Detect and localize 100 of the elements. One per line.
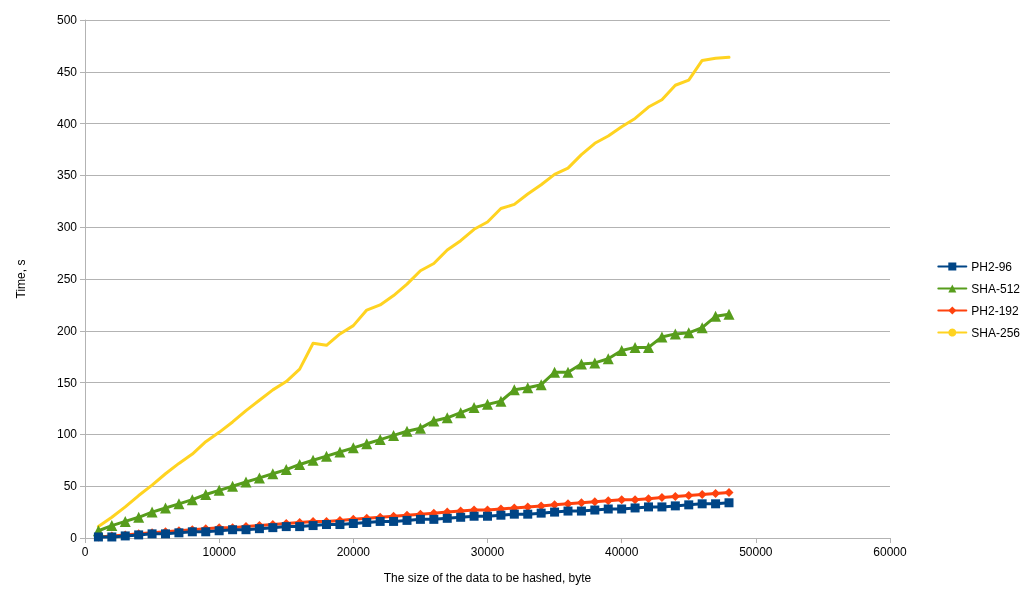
point: [361, 438, 373, 450]
point: [401, 425, 413, 437]
point: [388, 429, 400, 441]
x-axis-title: The size of the data to be hashed, byte: [383, 571, 592, 585]
point: [335, 520, 345, 530]
point: [696, 322, 708, 334]
point: [308, 521, 318, 531]
point: [402, 515, 412, 525]
point: [656, 331, 668, 343]
point: [469, 511, 479, 521]
point: [670, 501, 680, 511]
point: [468, 401, 480, 413]
point: [590, 505, 600, 515]
point: [429, 514, 439, 524]
point: [415, 514, 425, 524]
point: [535, 379, 547, 391]
x-tick-label: 60000: [873, 545, 908, 559]
point: [509, 509, 519, 519]
y-tick-label: 500: [56, 13, 78, 27]
point: [414, 422, 426, 434]
y-tick-label: 50: [63, 479, 78, 494]
point: [576, 506, 586, 516]
point: [724, 498, 734, 508]
point: [441, 412, 453, 424]
point: [133, 511, 145, 523]
point: [616, 344, 628, 356]
point: [617, 504, 627, 514]
point: [267, 468, 279, 480]
point: [603, 504, 613, 514]
legend-label: SHA-256: [971, 325, 1021, 340]
point: [389, 516, 399, 526]
point: [253, 472, 265, 484]
point: [200, 488, 212, 500]
point: [603, 496, 613, 506]
y-tick-label: 450: [56, 64, 78, 79]
point: [697, 489, 707, 499]
point: [724, 487, 734, 497]
point: [456, 512, 466, 522]
point: [536, 508, 546, 518]
point: [307, 454, 319, 466]
point: [322, 520, 331, 530]
point: [428, 415, 440, 427]
point: [455, 407, 467, 419]
legend-label: PH2-192: [971, 303, 1019, 318]
legend-label: PH2-96: [971, 259, 1013, 274]
point: [562, 366, 574, 378]
point: [496, 510, 506, 520]
point: [684, 500, 694, 510]
point: [522, 382, 534, 394]
point: [146, 506, 158, 518]
y-axis-title: Time, s: [14, 259, 28, 299]
point: [723, 308, 735, 320]
x-tick-label: 30000: [470, 545, 505, 559]
point: [630, 503, 640, 513]
point: [362, 517, 372, 527]
point: [617, 495, 627, 505]
point: [160, 502, 171, 514]
point: [549, 366, 561, 378]
point: [295, 522, 305, 532]
point: [508, 384, 520, 396]
point: [186, 494, 198, 506]
point: [347, 442, 359, 454]
x-tick-label: 10000: [202, 545, 237, 559]
x-tick-label: 20000: [336, 545, 371, 559]
point: [684, 491, 694, 501]
point: [483, 511, 492, 521]
x-tick-label: 50000: [739, 545, 773, 559]
point: [523, 509, 533, 519]
point: [629, 341, 641, 353]
y-tick-label: 250: [56, 272, 78, 286]
y-tick-label: 100: [56, 427, 78, 442]
y-tick-label: 0: [70, 531, 78, 545]
point: [482, 398, 493, 410]
point: [240, 476, 252, 488]
point: [711, 488, 721, 498]
point: [106, 520, 118, 532]
point: [550, 507, 560, 517]
point: [630, 495, 640, 505]
point: [589, 357, 601, 369]
point: [321, 450, 332, 462]
point: [348, 519, 358, 528]
point: [683, 327, 695, 339]
y-tick-label: 150: [56, 375, 78, 390]
point: [495, 395, 507, 407]
point: [119, 515, 131, 527]
y-tick-label: 350: [56, 168, 78, 183]
point: [670, 492, 680, 502]
y-tick-label: 400: [56, 116, 78, 131]
legend-label: SHA-512: [971, 281, 1021, 296]
point: [657, 502, 667, 512]
y-tick-label: 300: [56, 220, 78, 235]
point: [644, 494, 653, 504]
y-tick-label: 200: [56, 323, 78, 338]
point: [281, 522, 291, 532]
point: [644, 502, 653, 512]
point: [213, 484, 225, 496]
point: [711, 499, 721, 509]
point: [697, 499, 707, 509]
point: [280, 464, 292, 476]
point: [657, 493, 667, 503]
